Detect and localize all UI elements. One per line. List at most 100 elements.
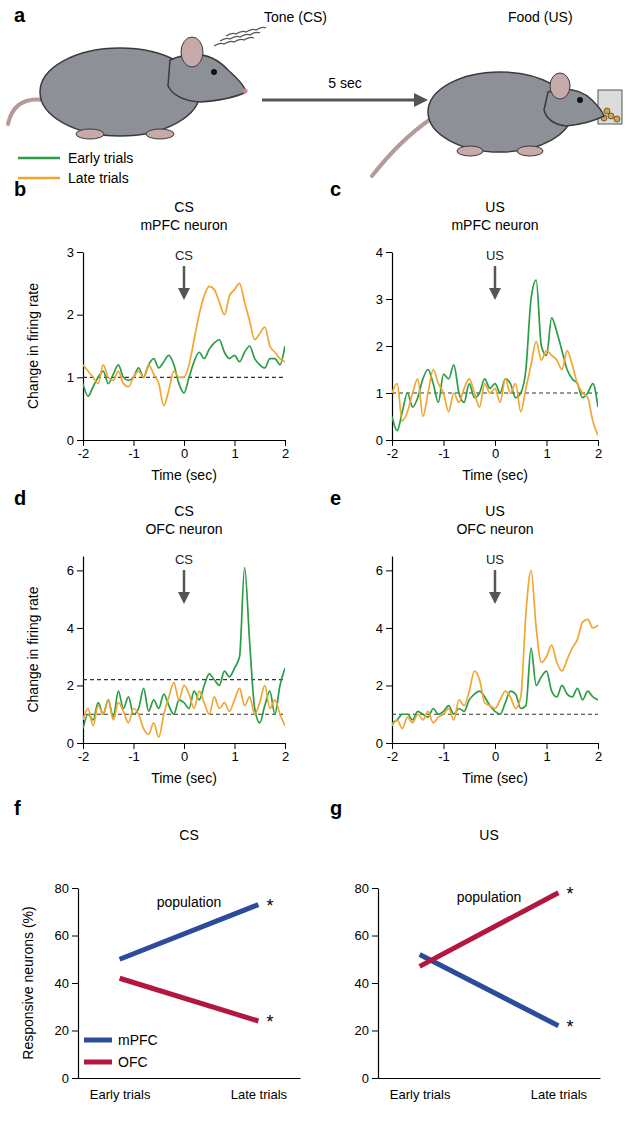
tick-mark	[386, 393, 392, 394]
tick: 1	[543, 743, 550, 764]
chart-title: US	[485, 199, 504, 215]
tick-mark	[77, 252, 83, 253]
tick-mark	[392, 743, 393, 749]
tick-label: 0	[362, 1071, 369, 1086]
annotation-label: CS	[175, 248, 193, 263]
tick-label: 4	[376, 621, 383, 636]
food-pellet	[614, 116, 620, 122]
tick: 40	[355, 976, 378, 991]
tick-label: Late trials	[531, 1087, 588, 1102]
panel-letter: c	[330, 178, 341, 200]
axis-line	[78, 889, 79, 1079]
plot-area: Early trialsLate trials	[83, 568, 285, 738]
tick: 80	[355, 881, 378, 896]
tick-label: 2	[595, 446, 602, 461]
tick: 2	[595, 743, 602, 764]
food-pellet	[604, 108, 610, 114]
arrow-head	[178, 288, 190, 300]
x-axis-title: Time (sec)	[462, 467, 528, 483]
note: population	[157, 894, 222, 910]
panel-f: fCSEarly trialsLate trials020406080Respo…	[14, 797, 301, 1102]
panel-letter: d	[14, 487, 26, 509]
y-axis-title: Change in firing rate	[25, 283, 41, 409]
tick: 20	[55, 1023, 78, 1038]
tick-label: 1	[231, 446, 238, 461]
chart-subtitle: mPFC neuron	[140, 217, 227, 233]
chart-title: CS	[174, 503, 193, 519]
note: population	[457, 889, 522, 905]
panel-a: aTone (CS)5 secFood (US)Early trialsLate…	[8, 4, 622, 186]
tick-mark	[386, 346, 392, 347]
axis-line	[392, 253, 393, 441]
tick: 4	[67, 621, 83, 636]
panel-e: eUSOFC neuron-2-10120246Time (sec)Early …	[330, 487, 602, 786]
tick-mark	[72, 983, 78, 984]
y-axis-title: Responsive neurons (%)	[20, 906, 36, 1059]
tick: 0	[62, 1071, 78, 1086]
series-line: Early trials	[83, 340, 285, 396]
rat-left	[8, 37, 248, 139]
rat-eye	[577, 97, 583, 103]
legend-label: mPFC	[118, 1032, 158, 1048]
plot-area: Early trialsLate trials	[392, 280, 598, 435]
tick: 2	[376, 678, 392, 693]
tick: 6	[376, 563, 392, 578]
arrow-head	[489, 288, 501, 300]
series-line: mPFC	[420, 955, 559, 1026]
y-axis: 020406080	[355, 881, 379, 1086]
tick-mark	[386, 252, 392, 253]
rat-nose	[243, 89, 248, 94]
tick-mark	[77, 628, 83, 629]
y-axis: 0123	[67, 245, 84, 448]
annotation-label: CS	[175, 552, 193, 567]
tick-label: 6	[376, 563, 383, 578]
annotation-arrow	[178, 266, 190, 300]
panel-letter: g	[330, 797, 342, 819]
tick: 2	[282, 440, 289, 461]
tick-label: 20	[355, 1023, 369, 1038]
panel-letter: a	[14, 4, 26, 26]
sound-wave	[226, 27, 266, 36]
chart-subtitle: mPFC neuron	[451, 217, 538, 233]
point-label: *	[266, 896, 273, 916]
tick-label: -2	[387, 446, 399, 461]
arrow-head	[178, 592, 190, 604]
tick-mark	[77, 570, 83, 571]
rat-ear	[550, 73, 570, 99]
rat-foot	[146, 129, 174, 139]
tick-label: 1	[543, 446, 550, 461]
plot-area: Early trialsLate trials	[83, 283, 285, 405]
tick: -2	[387, 440, 399, 461]
tick-label: 0	[492, 749, 499, 764]
tick: 0	[376, 736, 392, 751]
y-axis: 020406080	[55, 881, 79, 1086]
arrow-head	[489, 592, 501, 604]
tick-mark	[77, 743, 83, 744]
tick-label: 2	[67, 678, 74, 693]
tick-label: 1	[231, 749, 238, 764]
x-axis: Early trialsLate trials	[79, 1078, 301, 1102]
tick-mark	[77, 440, 83, 441]
annotation-label: US	[486, 552, 504, 567]
tick-mark	[72, 888, 78, 889]
tick: Late trials	[231, 1078, 288, 1102]
y-axis: 0 2 4 6	[376, 557, 393, 751]
panel-letter: b	[14, 178, 26, 200]
tick: -1	[128, 440, 140, 461]
tick-mark	[77, 377, 83, 378]
chart-title: US	[479, 827, 498, 843]
tick-label: -1	[438, 446, 450, 461]
tick: 40	[55, 976, 78, 991]
tick-label: 0	[181, 749, 188, 764]
chart-subtitle: OFC neuron	[145, 521, 222, 537]
rat-head	[168, 54, 246, 102]
tick-label: 6	[67, 563, 74, 578]
tick: 0	[376, 433, 392, 448]
tick-mark	[392, 440, 393, 446]
panel-d: dCSOFC neuron-2-10120246Time (sec)Change…	[14, 487, 289, 786]
tick-mark	[386, 743, 392, 744]
point-label: *	[566, 1017, 573, 1037]
legend: mPFCOFC	[84, 1032, 158, 1070]
us-label: Food (US)	[508, 9, 573, 25]
delay-arrow	[262, 99, 416, 102]
